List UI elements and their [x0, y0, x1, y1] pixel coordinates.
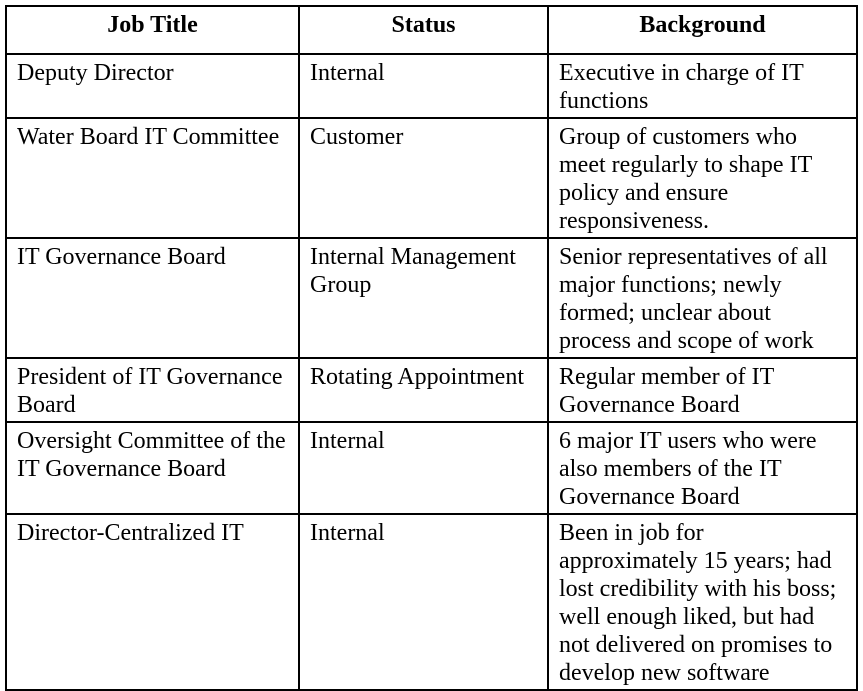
- cell-job-title: Oversight Committee of the IT Governance…: [5, 421, 300, 515]
- column-header-status: Status: [298, 5, 549, 55]
- table-row: President of IT Governance Board Rotatin…: [5, 357, 858, 423]
- table-row: Director-Centralized IT Internal Been in…: [5, 513, 858, 691]
- cell-status: Internal Management Group: [298, 237, 549, 359]
- cell-status: Customer: [298, 117, 549, 239]
- column-header-job-title: Job Title: [5, 5, 300, 55]
- cell-status: Internal: [298, 53, 549, 119]
- column-header-background: Background: [547, 5, 858, 55]
- cell-background: Senior representatives of all major func…: [547, 237, 858, 359]
- cell-background: Group of customers who meet regularly to…: [547, 117, 858, 239]
- table-row: Oversight Committee of the IT Governance…: [5, 421, 858, 515]
- cell-background: Been in job for approximately 15 years; …: [547, 513, 858, 691]
- cell-job-title: President of IT Governance Board: [5, 357, 300, 423]
- cell-status: Internal: [298, 513, 549, 691]
- cell-status: Internal: [298, 421, 549, 515]
- cell-background: Regular member of IT Governance Board: [547, 357, 858, 423]
- table-header-row: Job Title Status Background: [5, 5, 858, 55]
- cell-background: 6 major IT users who were also members o…: [547, 421, 858, 515]
- cell-background: Executive in charge of IT functions: [547, 53, 858, 119]
- cell-job-title: Water Board IT Committee: [5, 117, 300, 239]
- stakeholder-table: Job Title Status Background Deputy Direc…: [5, 5, 858, 691]
- table-row: Deputy Director Internal Executive in ch…: [5, 53, 858, 119]
- cell-job-title: IT Governance Board: [5, 237, 300, 359]
- cell-job-title: Director-Centralized IT: [5, 513, 300, 691]
- table-row: IT Governance Board Internal Management …: [5, 237, 858, 359]
- cell-job-title: Deputy Director: [5, 53, 300, 119]
- cell-status: Rotating Appointment: [298, 357, 549, 423]
- table-row: Water Board IT Committee Customer Group …: [5, 117, 858, 239]
